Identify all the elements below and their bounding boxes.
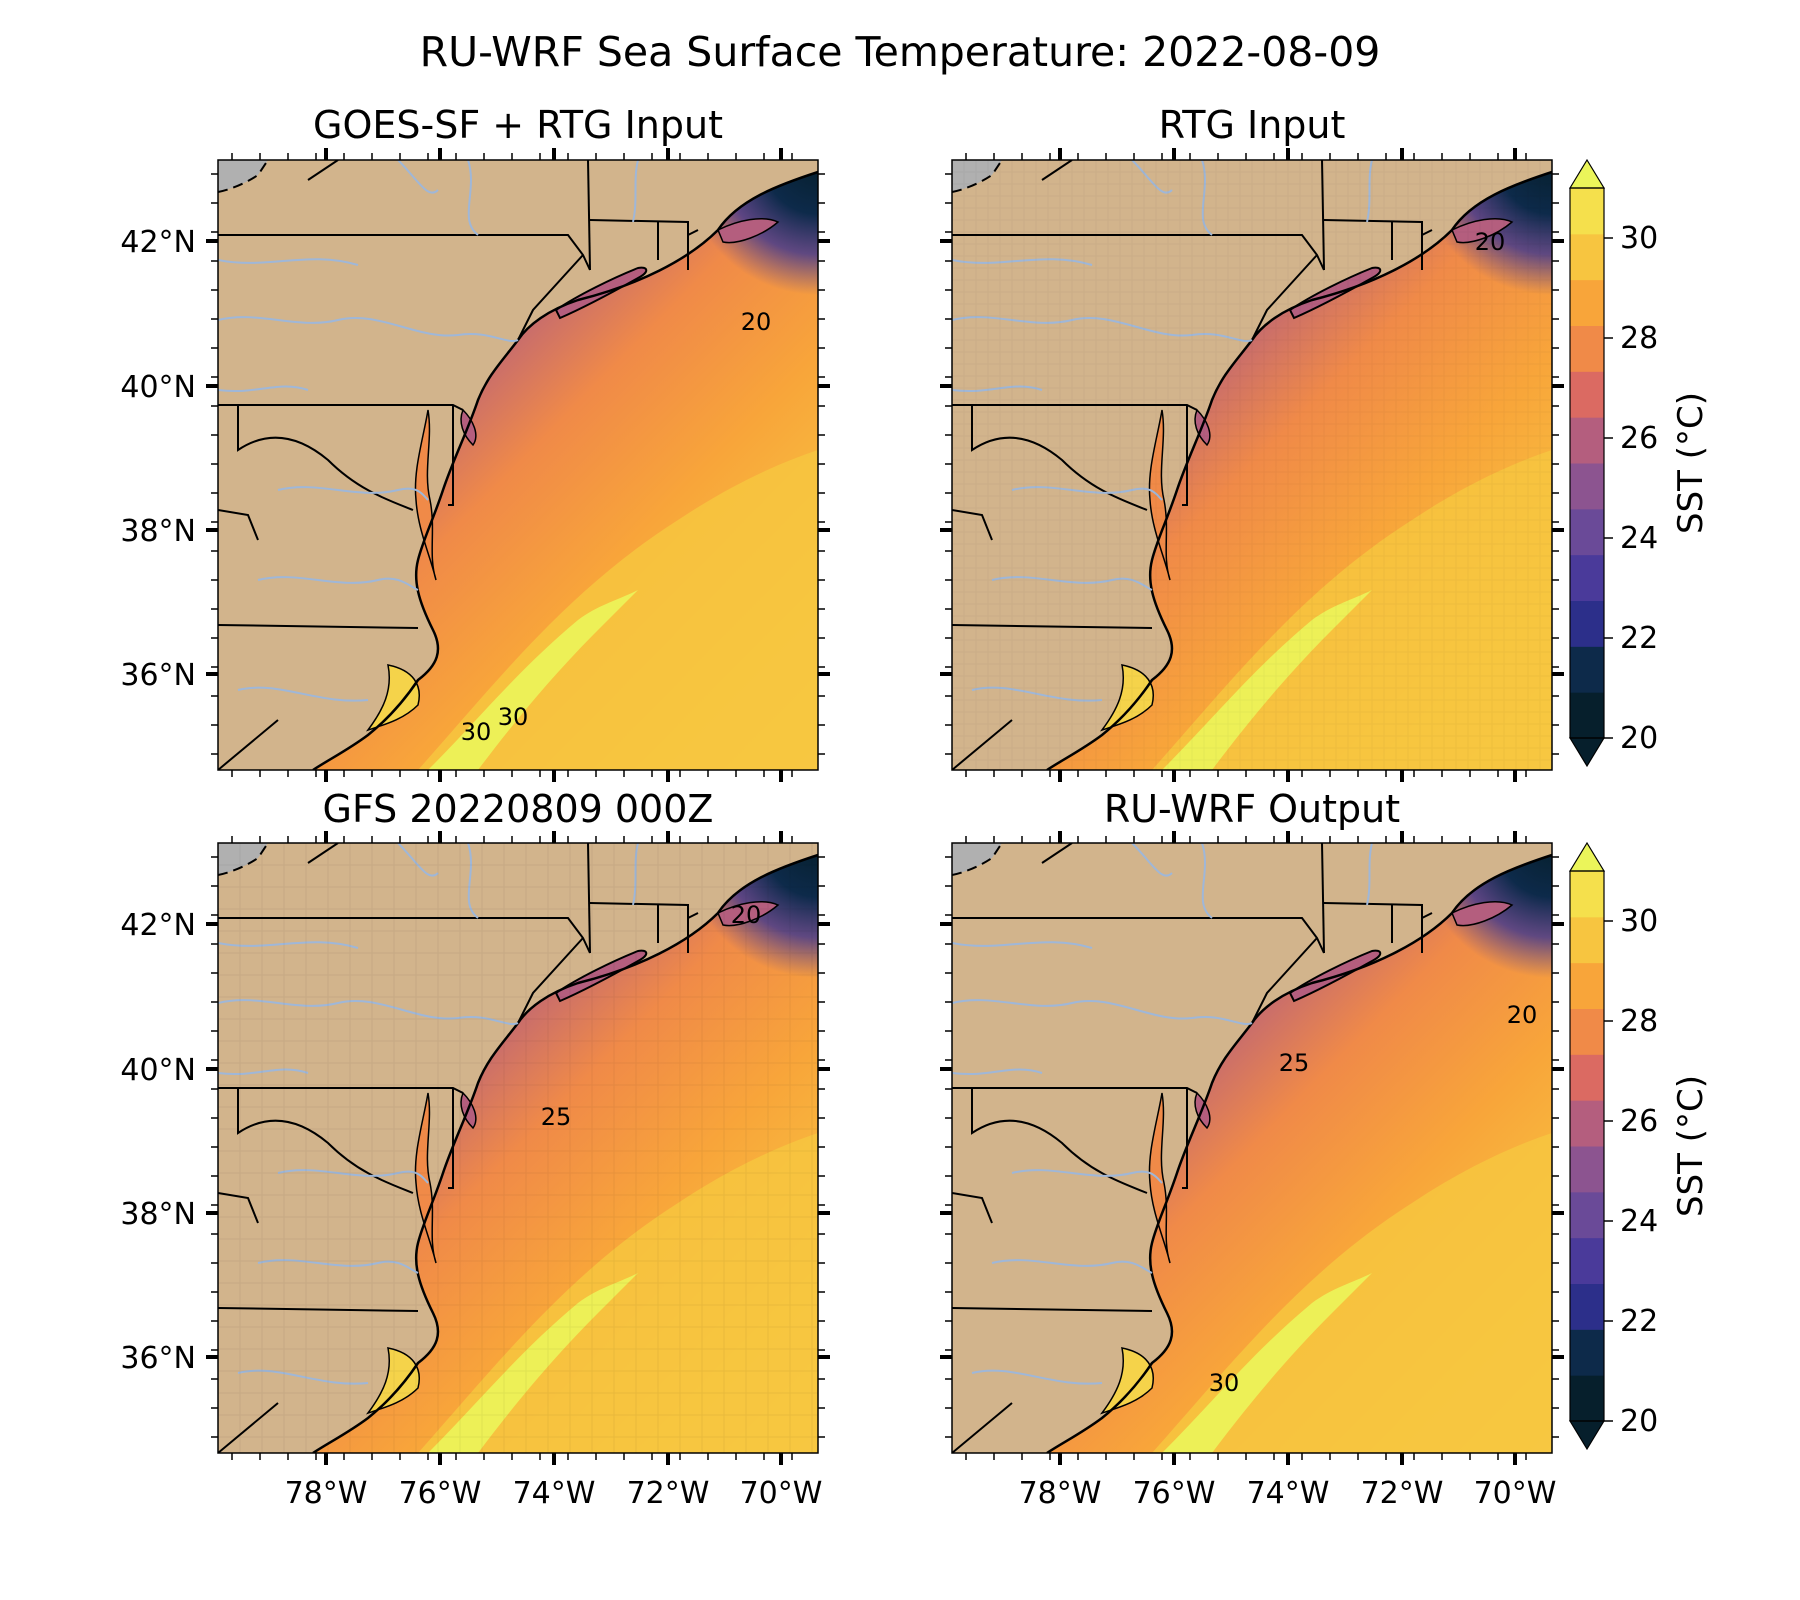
- colorbar-band: [1570, 962, 1604, 1009]
- contour-label: 20: [1507, 1001, 1538, 1029]
- lon-tick-label: 76°W: [399, 1476, 482, 1511]
- colorbar-band: [1570, 1191, 1604, 1239]
- lat-tick-label: 36°N: [120, 658, 196, 693]
- lon-tick-label: 76°W: [1133, 1476, 1216, 1511]
- lon-tick-label: 72°W: [1361, 1476, 1444, 1511]
- sst-map: [218, 160, 818, 770]
- colorbar-tick-label: 26: [1620, 1104, 1658, 1139]
- contour-label: 20: [741, 308, 772, 336]
- colorbar-1: 20 22 24 26 28 30 SST (°C): [1568, 158, 1711, 768]
- colorbar-band: [1570, 1283, 1604, 1330]
- colorbar-tick-label: 28: [1620, 321, 1658, 356]
- colorbar-tick-label: 30: [1620, 904, 1658, 939]
- panel-frame: [217, 159, 819, 771]
- panel-frame: [951, 842, 1553, 1454]
- colorbar-label: SST (°C): [1671, 1075, 1711, 1217]
- map-panel-4: 20 25 30: [940, 831, 1564, 1465]
- colorbar-band: [1570, 1329, 1604, 1376]
- lon-tick-label: 74°W: [1247, 1476, 1330, 1511]
- colorbar-tick-label: 30: [1620, 221, 1658, 256]
- colorbar-band: [1570, 233, 1604, 281]
- lat-tick-label: 36°N: [120, 1341, 196, 1376]
- contour-label: 30: [498, 703, 529, 731]
- contour-label: 25: [541, 1103, 572, 1131]
- colorbar-band: [1570, 1100, 1604, 1147]
- colorbar-band: [1570, 188, 1604, 235]
- colorbar-band: [1570, 279, 1604, 326]
- lat-tick-label: 40°N: [120, 1053, 196, 1088]
- colorbar-band: [1570, 1146, 1604, 1193]
- panel-title: GFS 20220809 000Z: [323, 787, 714, 831]
- colorbar-tick-label: 20: [1620, 1404, 1658, 1439]
- colorbar-band: [1570, 916, 1604, 964]
- contour-label: 20: [1475, 228, 1506, 256]
- colorbar-band: [1570, 1237, 1604, 1284]
- colorbar-band: [1570, 508, 1604, 556]
- lon-tick-label: 70°W: [740, 1476, 823, 1511]
- colorbar-extend-max: [1568, 841, 1606, 872]
- colorbar-band: [1570, 692, 1604, 739]
- colorbar-extend-max: [1568, 158, 1606, 189]
- lon-tick-label: 74°W: [513, 1476, 596, 1511]
- lat-tick-label: 38°N: [120, 1197, 196, 1232]
- colorbar-2: 20 22 24 26 28 30 SST (°C): [1568, 841, 1711, 1451]
- colorbar-band: [1570, 600, 1604, 647]
- sst-map: [952, 160, 1552, 770]
- map-panel-2: 20: [940, 148, 1564, 782]
- lat-tick-label: 42°N: [120, 225, 196, 260]
- figure-title: RU-WRF Sea Surface Temperature: 2022-08-…: [420, 28, 1381, 76]
- lon-tick-label: 78°W: [1019, 1476, 1102, 1511]
- contour-label: 25: [1279, 1049, 1310, 1077]
- panel-frame: [217, 842, 819, 1454]
- contour-label: 30: [461, 718, 492, 746]
- sst-map: [218, 843, 818, 1453]
- colorbar-label: SST (°C): [1671, 392, 1711, 534]
- colorbar-band: [1570, 554, 1604, 601]
- colorbar-band: [1570, 417, 1604, 464]
- colorbar-extend-min: [1568, 737, 1606, 768]
- colorbar-tick-label: 28: [1620, 1004, 1658, 1039]
- axis-ticks: [206, 148, 830, 782]
- lon-tick-label: 78°W: [285, 1476, 368, 1511]
- lat-tick-label: 38°N: [120, 514, 196, 549]
- colorbar-band: [1570, 1008, 1604, 1055]
- colorbar-tick-label: 20: [1620, 721, 1658, 756]
- colorbar-tick-label: 24: [1620, 1204, 1658, 1239]
- sst-map: [952, 843, 1552, 1453]
- lat-tick-label: 42°N: [120, 908, 196, 943]
- panel-frame: [951, 159, 1553, 771]
- colorbar-band: [1570, 463, 1604, 510]
- lat-tick-label: 40°N: [120, 370, 196, 405]
- colorbar-band: [1570, 871, 1604, 918]
- axis-ticks: [206, 831, 830, 1465]
- contour-label: 20: [731, 901, 762, 929]
- lon-tick-label: 70°W: [1474, 1476, 1557, 1511]
- panel-title: RU-WRF Output: [1104, 787, 1400, 831]
- panel-title: RTG Input: [1159, 103, 1346, 147]
- colorbar-band: [1570, 1054, 1604, 1101]
- colorbar-extend-min: [1568, 1420, 1606, 1451]
- colorbar-tick-label: 22: [1620, 1304, 1658, 1339]
- colorbars: 20 22 24 26 28 30 SST (°C) 20 22 24 26 28 30 SST (°C): [1568, 158, 1711, 1451]
- panel-title: GOES-SF + RTG Input: [313, 103, 723, 147]
- colorbar-band: [1570, 1375, 1604, 1422]
- colorbar-band: [1570, 325, 1604, 372]
- lon-tick-label: 72°W: [627, 1476, 710, 1511]
- contour-label: 30: [1209, 1369, 1240, 1397]
- colorbar-band: [1570, 371, 1604, 418]
- colorbar-tick-label: 26: [1620, 421, 1658, 456]
- axis-ticks: [940, 831, 1564, 1465]
- colorbar-band: [1570, 646, 1604, 693]
- colorbar-tick-label: 22: [1620, 621, 1658, 656]
- axis-ticks: [940, 148, 1564, 782]
- colorbar-tick-label: 24: [1620, 521, 1658, 556]
